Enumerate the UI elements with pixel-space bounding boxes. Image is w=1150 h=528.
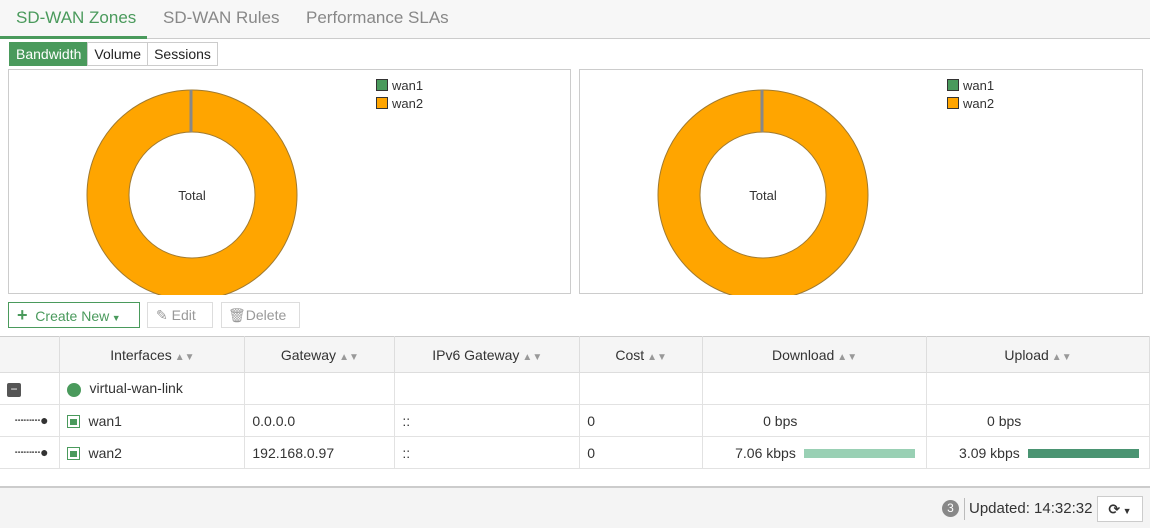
caret-down-icon: ▼ — [109, 313, 121, 323]
delete-button[interactable]: 🗑Delete — [221, 302, 300, 328]
notification-badge[interactable]: 3 — [942, 500, 959, 517]
sort-icon: ▲▼ — [174, 351, 195, 363]
volume-button[interactable]: Volume — [87, 42, 149, 66]
legend-item-wan2[interactable]: wan2 — [947, 94, 994, 112]
table-row[interactable]: ┄┄┄● wan2 192.168.0.97 :: 0 7.06 kbps 3.… — [0, 436, 1150, 469]
interface-port-icon — [67, 415, 81, 429]
col-cost[interactable]: Cost ▲▼ — [579, 336, 704, 373]
download-bar — [803, 449, 915, 459]
tree-connector: ┄┄┄● — [0, 404, 61, 437]
chart-panel-right: Total wan1 wan2 — [579, 69, 1143, 295]
refresh-icon: ⟳ — [1108, 501, 1121, 517]
donut-center-label: Total — [178, 188, 206, 203]
upload-bar — [1027, 449, 1139, 459]
col-ipv6-gateway[interactable]: IPv6 Gateway ▲▼ — [394, 336, 581, 373]
donut-chart: Total — [86, 89, 298, 295]
trash-icon: 🗑 — [228, 307, 246, 323]
legend-item-wan2[interactable]: wan2 — [376, 94, 423, 112]
pencil-icon: ✎ — [156, 307, 168, 323]
active-tab-indicator — [0, 36, 147, 39]
interface-port-icon — [67, 447, 81, 461]
table-header: Interfaces ▲▼ Gateway ▲▼ IPv6 Gateway ▲▼ Co… — [0, 336, 1150, 373]
tab-performance-slas[interactable]: Performance SLAs — [306, 8, 449, 27]
col-upload[interactable]: Upload ▲▼ — [926, 336, 1150, 373]
chart-legend: wan1 wan2 — [376, 76, 423, 112]
plus-icon: + — [17, 305, 28, 325]
donut-chart: Total — [657, 89, 869, 295]
updated-time: Updated: 14:32:32 — [969, 500, 1093, 517]
chart-legend: wan1 wan2 — [947, 76, 994, 112]
col-download[interactable]: Download ▲▼ — [702, 336, 928, 373]
sort-icon: ▲▼ — [647, 351, 667, 363]
tab-sdwan-zones[interactable]: SD-WAN Zones — [16, 8, 137, 27]
legend-item-wan1[interactable]: wan1 — [947, 76, 994, 94]
edit-button[interactable]: ✎ Edit — [147, 302, 213, 328]
caret-down-icon: ▼ — [1120, 506, 1132, 516]
interfaces-table: Interfaces ▲▼ Gateway ▲▼ IPv6 Gateway ▲▼ Co… — [0, 336, 1150, 469]
sessions-button[interactable]: Sessions — [147, 42, 218, 66]
refresh-button[interactable]: ⟳ ▼ — [1097, 496, 1143, 522]
col-gateway[interactable]: Gateway ▲▼ — [244, 336, 396, 373]
tab-sdwan-rules[interactable]: SD-WAN Rules — [163, 8, 280, 27]
chart-panel-left: Total wan1 wan2 — [8, 69, 571, 295]
col-interfaces[interactable]: Interfaces ▲▼ — [59, 336, 246, 373]
sort-icon: ▲▼ — [837, 351, 858, 363]
legend-item-wan1[interactable]: wan1 — [376, 76, 423, 94]
tree-connector: ┄┄┄● — [0, 436, 61, 469]
table-row[interactable]: − virtual-wan-link — [0, 372, 1150, 405]
collapse-icon[interactable]: − — [7, 383, 21, 397]
bandwidth-button[interactable]: Bandwidth — [9, 42, 89, 66]
view-toggle: Bandwidth Volume Sessions — [9, 42, 218, 66]
status-footer: 3 Updated: 14:32:32 ⟳ ▼ — [0, 486, 1150, 528]
table-row[interactable]: ┄┄┄● wan1 0.0.0.0 :: 0 0 bps 0 bps — [0, 404, 1150, 437]
tab-bar: SD-WAN Zones SD-WAN Rules Performance SL… — [0, 0, 1150, 39]
sort-icon: ▲▼ — [339, 351, 359, 363]
create-new-button[interactable]: + Create New ▼ — [8, 302, 140, 328]
sort-icon: ▲▼ — [1051, 351, 1072, 363]
sort-icon: ▲▼ — [522, 351, 543, 363]
donut-center-label: Total — [749, 188, 777, 203]
virtual-wan-icon — [67, 382, 82, 397]
